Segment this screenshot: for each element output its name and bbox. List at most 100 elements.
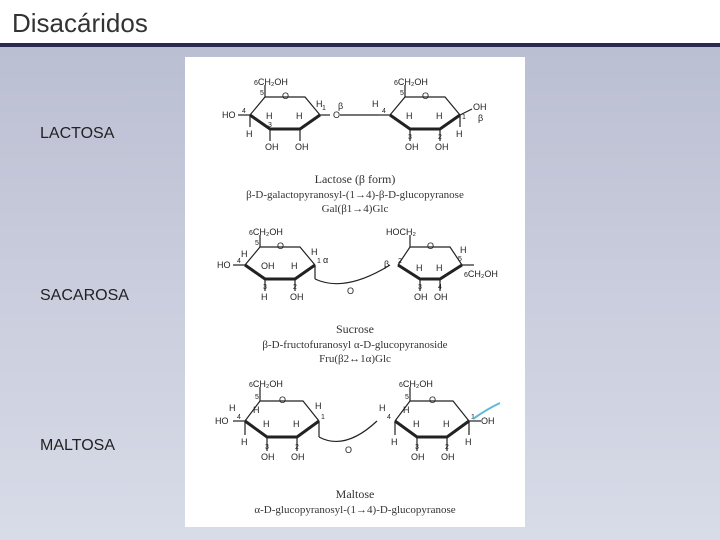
svg-text:5: 5 xyxy=(255,394,259,401)
svg-text:3: 3 xyxy=(408,134,412,141)
maltose-caption: Maltose α-D-glucopyranosyl-(1→4)-D-gluco… xyxy=(185,487,525,517)
svg-text:H: H xyxy=(241,249,248,259)
svg-text:H: H xyxy=(456,129,463,139)
svg-text:H: H xyxy=(416,263,423,273)
svg-text:3: 3 xyxy=(263,284,267,291)
svg-text:O: O xyxy=(427,241,434,251)
content-area: LACTOSA SACAROSA MALTOSA O 6CH₂OH HO 4 H xyxy=(0,47,720,539)
svg-text:6CH₂OH: 6CH₂OH xyxy=(249,379,283,389)
title-bar: Disacáridos xyxy=(0,0,720,47)
svg-text:2: 2 xyxy=(445,444,449,451)
svg-text:O: O xyxy=(279,395,286,405)
svg-text:1: 1 xyxy=(462,114,466,121)
slide-title: Disacáridos xyxy=(12,8,708,39)
svg-text:H: H xyxy=(246,129,253,139)
svg-text:H: H xyxy=(229,403,236,413)
svg-text:2: 2 xyxy=(293,284,297,291)
svg-text:O: O xyxy=(333,110,340,120)
svg-text:OH: OH xyxy=(290,292,304,302)
svg-text:OH: OH xyxy=(261,452,275,462)
svg-text:OH: OH xyxy=(295,142,309,152)
diagram-area: O 6CH₂OH HO 4 H OH 3 H OH H xyxy=(185,57,525,527)
svg-text:6CH₂OH: 6CH₂OH xyxy=(464,269,498,279)
svg-text:H: H xyxy=(413,419,420,429)
svg-text:3: 3 xyxy=(418,284,422,291)
svg-text:6CH₂OH: 6CH₂OH xyxy=(399,379,433,389)
svg-text:1: 1 xyxy=(322,105,326,112)
svg-text:OH: OH xyxy=(434,292,448,302)
svg-text:5: 5 xyxy=(405,394,409,401)
svg-text:3: 3 xyxy=(415,444,419,451)
molecule-sucrose: O 6CH₂OH HO 4 H OH H 3 OH H 2 1 xyxy=(185,215,525,365)
svg-text:β: β xyxy=(338,101,343,111)
svg-text:2: 2 xyxy=(438,134,442,141)
svg-text:1: 1 xyxy=(317,258,321,265)
svg-text:O: O xyxy=(282,91,289,101)
svg-text:H: H xyxy=(403,405,410,415)
svg-text:4: 4 xyxy=(242,108,246,115)
svg-text:4: 4 xyxy=(382,108,386,115)
svg-text:5: 5 xyxy=(260,90,264,97)
svg-text:H: H xyxy=(391,437,398,447)
svg-text:O: O xyxy=(277,241,284,251)
svg-text:1: 1 xyxy=(321,414,325,421)
svg-text:H: H xyxy=(253,405,260,415)
svg-text:H: H xyxy=(406,111,413,121)
svg-text:6CH₂OH: 6CH₂OH xyxy=(394,77,428,87)
svg-text:OH: OH xyxy=(261,261,275,271)
sucrose-caption: Sucrose β-D-fructofuranosyl α-D-glucopyr… xyxy=(185,322,525,366)
svg-text:H: H xyxy=(293,419,300,429)
svg-text:4: 4 xyxy=(237,414,241,421)
svg-text:3: 3 xyxy=(265,444,269,451)
svg-text:6CH₂OH: 6CH₂OH xyxy=(249,227,283,237)
svg-text:H: H xyxy=(460,245,467,255)
svg-text:4: 4 xyxy=(438,284,442,291)
svg-text:HO: HO xyxy=(222,110,236,120)
svg-text:HOCH₂: HOCH₂ xyxy=(386,227,416,237)
svg-text:α: α xyxy=(323,255,328,265)
svg-text:H: H xyxy=(315,401,322,411)
molecule-maltose: O 6CH₂OH HO 4 H H OH H 3 OH H 2 xyxy=(185,367,525,525)
svg-text:O: O xyxy=(422,91,429,101)
svg-text:5: 5 xyxy=(255,240,259,247)
svg-text:OH: OH xyxy=(441,452,455,462)
svg-text:HO: HO xyxy=(215,416,229,426)
svg-text:OH: OH xyxy=(414,292,428,302)
svg-text:OH: OH xyxy=(265,142,279,152)
svg-text:H: H xyxy=(291,261,298,271)
svg-text:H: H xyxy=(436,263,443,273)
svg-text:O: O xyxy=(345,445,352,455)
svg-text:H: H xyxy=(379,403,386,413)
svg-text:H: H xyxy=(266,111,273,121)
svg-text:OH: OH xyxy=(405,142,419,152)
svg-text:H: H xyxy=(261,292,268,302)
svg-text:β: β xyxy=(478,113,483,123)
label-lactosa: LACTOSA xyxy=(40,125,114,143)
svg-text:OH: OH xyxy=(473,102,487,112)
svg-text:2: 2 xyxy=(295,444,299,451)
lactose-structure: O 6CH₂OH HO 4 H OH 3 H OH H xyxy=(195,65,515,170)
lactose-caption: Lactose (β form) β-D-galactopyranosyl-(1… xyxy=(185,172,525,216)
svg-text:H: H xyxy=(263,419,270,429)
svg-text:5: 5 xyxy=(400,90,404,97)
svg-text:5: 5 xyxy=(458,256,462,263)
svg-text:OH: OH xyxy=(291,452,305,462)
svg-text:4: 4 xyxy=(237,258,241,265)
svg-text:H: H xyxy=(465,437,472,447)
svg-text:O: O xyxy=(347,286,354,296)
svg-text:OH: OH xyxy=(481,416,495,426)
maltose-structure: O 6CH₂OH HO 4 H H OH H 3 OH H 2 xyxy=(195,367,515,485)
svg-text:H: H xyxy=(372,99,379,109)
svg-text:H: H xyxy=(443,419,450,429)
sucrose-structure: O 6CH₂OH HO 4 H OH H 3 OH H 2 1 xyxy=(195,215,515,320)
svg-text:H: H xyxy=(316,99,323,109)
label-maltosa: MALTOSA xyxy=(40,437,115,455)
svg-text:O: O xyxy=(429,395,436,405)
svg-text:H: H xyxy=(296,111,303,121)
svg-text:H: H xyxy=(311,247,318,257)
svg-text:3: 3 xyxy=(268,122,272,129)
svg-text:6CH₂OH: 6CH₂OH xyxy=(254,77,288,87)
svg-text:HO: HO xyxy=(217,260,231,270)
svg-text:2: 2 xyxy=(398,258,402,265)
svg-text:OH: OH xyxy=(435,142,449,152)
